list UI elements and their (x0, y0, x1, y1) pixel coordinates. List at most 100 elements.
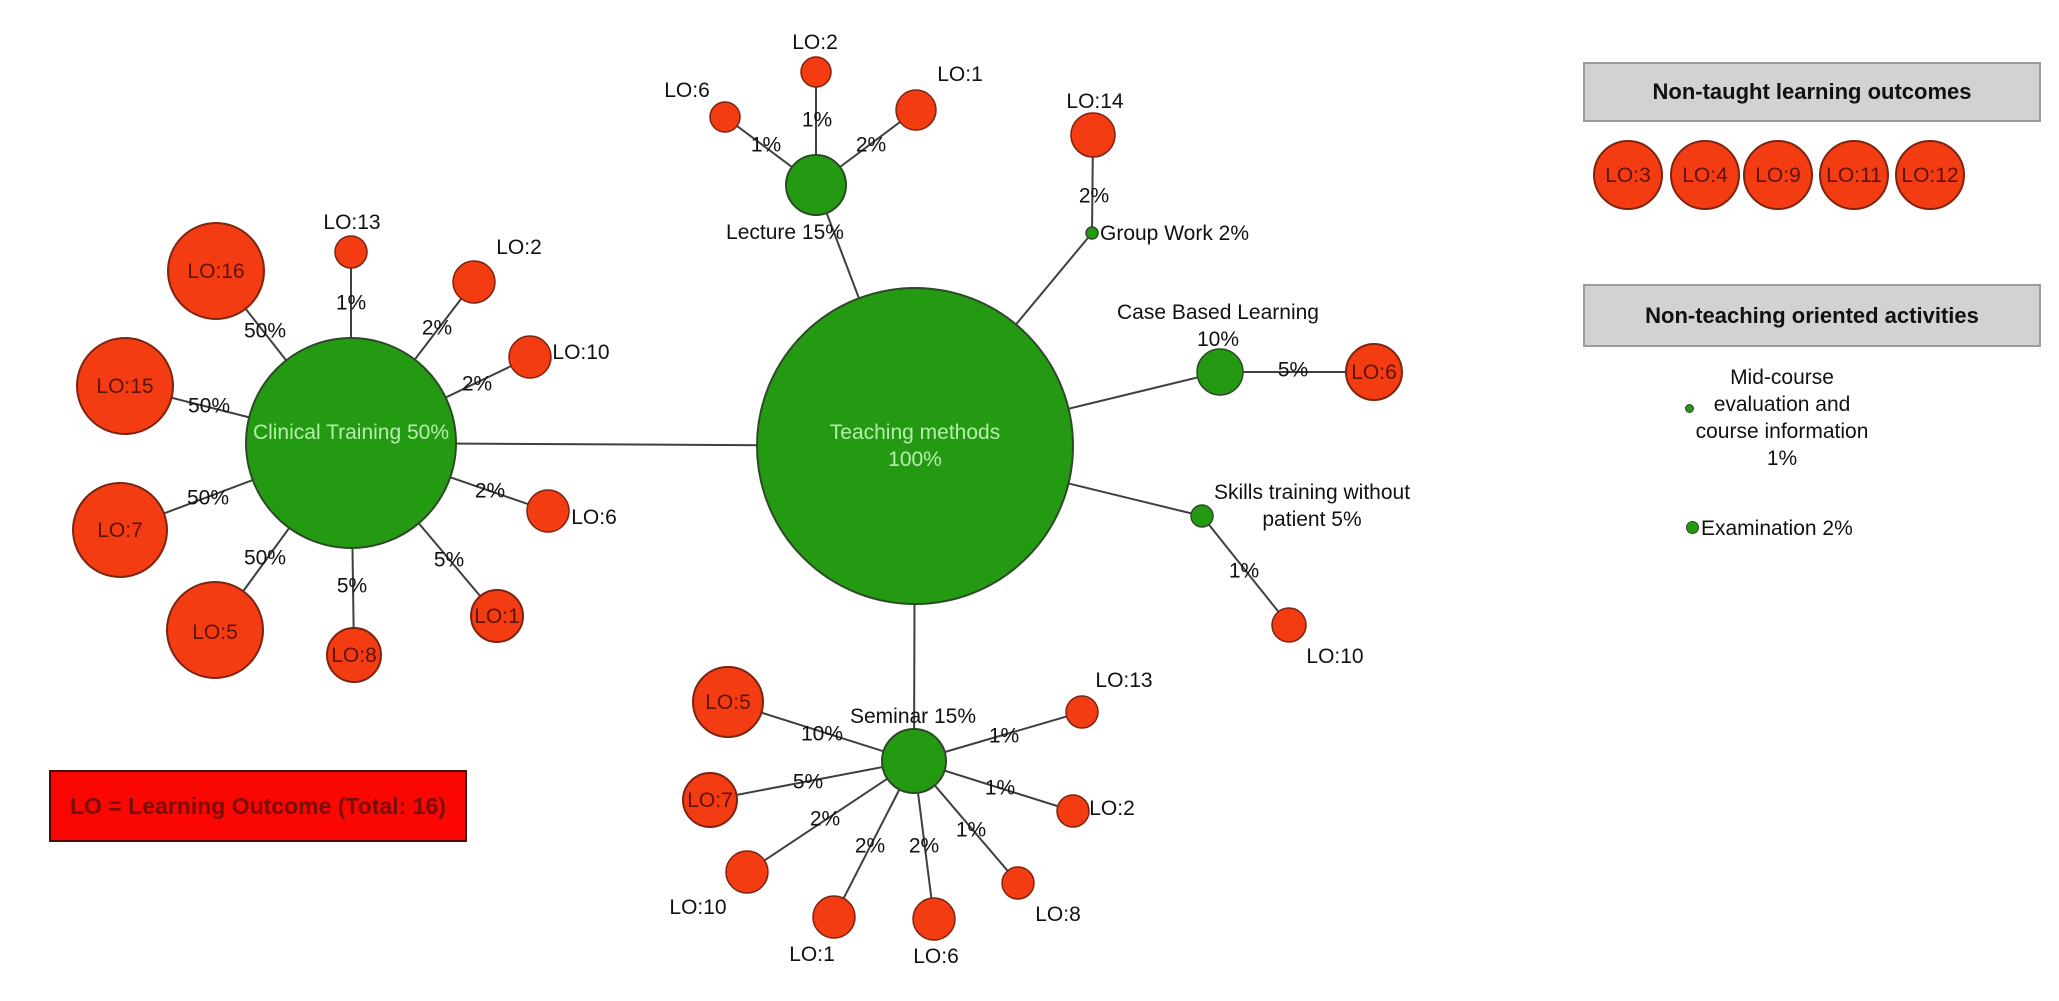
node-label-cbl-lo6: LO:6 (1351, 361, 1397, 384)
node-label-sem-lo6: LO:6 (913, 945, 959, 968)
node-ct-lo13 (334, 235, 368, 269)
edge-label-seminar-sem-lo6: 2% (909, 835, 939, 858)
node-label-legend-lo4: LO:4 (1682, 164, 1728, 187)
node-lec-lo6 (709, 101, 741, 133)
node-lec-lo1 (895, 89, 937, 131)
node-label-teaching-methods: Teaching methods 100% (830, 421, 1000, 471)
legend-non-teaching-title: Non-teaching oriented activities (1645, 302, 1979, 328)
learning-outcome-note-text: LO = Learning Outcome (Total: 16) (70, 792, 446, 819)
node-sem-lo2 (1056, 794, 1090, 828)
node-cbl-lo6 (1345, 343, 1403, 401)
node-clinical-training (245, 337, 457, 549)
edge-label-clinical-training-ct-lo13: 1% (336, 292, 366, 315)
node-teaching-methods (756, 287, 1074, 605)
node-label-skills-training: Skills training without patient 5% (1214, 481, 1410, 531)
node-label-gw-lo14: LO:14 (1066, 90, 1124, 113)
node-label-sem-lo5: LO:5 (705, 691, 751, 714)
node-label-sem-lo7: LO:7 (687, 789, 733, 812)
node-st-lo10 (1271, 607, 1307, 643)
node-label-lec-lo2: LO:2 (792, 31, 838, 54)
node-label-ct-lo7: LO:7 (97, 519, 143, 542)
node-label-clinical-training: Clinical Training 50% (253, 421, 449, 444)
node-sem-lo8 (1001, 866, 1035, 900)
node-label-group-work: Group Work 2% (1100, 222, 1249, 245)
midcourse-dot-marker (1685, 404, 1694, 413)
node-sem-lo6 (912, 897, 956, 941)
node-label-ct-lo1: LO:1 (474, 605, 520, 628)
legend-non-taught-title: Non-taught learning outcomes (1652, 79, 1972, 104)
node-case-based-learning (1196, 348, 1244, 396)
node-legend-lo9 (1743, 140, 1813, 210)
node-sem-lo5 (692, 666, 764, 738)
node-label-lec-lo1: LO:1 (937, 63, 983, 86)
node-sem-lo1 (812, 895, 856, 939)
node-ct-lo5 (166, 581, 264, 679)
edge-label-clinical-training-ct-lo15: 50% (188, 395, 230, 418)
node-label-legend-lo3: LO:3 (1605, 164, 1651, 187)
midcourse-legend-entry: Mid-course evaluation and course informa… (1695, 366, 1869, 470)
edge-label-lecture-lec-lo6: 1% (751, 134, 781, 157)
node-sem-lo13 (1065, 695, 1099, 729)
node-label-lec-lo6: LO:6 (664, 79, 710, 102)
node-group-work (1085, 226, 1099, 240)
node-label-ct-lo15: LO:15 (96, 375, 153, 398)
node-lecture (785, 154, 847, 216)
node-label-ct-lo6: LO:6 (571, 506, 617, 529)
node-label-legend-lo12: LO:12 (1901, 164, 1958, 187)
node-lec-lo2 (800, 56, 832, 88)
node-ct-lo8 (326, 627, 382, 683)
edge-label-seminar-sem-lo7: 5% (793, 771, 823, 794)
node-label-legend-lo9: LO:9 (1755, 164, 1801, 187)
edge-label-clinical-training-ct-lo10: 2% (462, 373, 492, 396)
edge-label-clinical-training-ct-lo2: 2% (422, 317, 452, 340)
edge-label-seminar-sem-lo10: 2% (810, 808, 840, 831)
edge-label-clinical-training-ct-lo7: 50% (187, 487, 229, 510)
node-label-sem-lo8: LO:8 (1035, 903, 1081, 926)
node-label-sem-lo1: LO:1 (789, 943, 835, 966)
node-label-ct-lo10: LO:10 (552, 341, 609, 364)
legend-non-teaching-header: Non-teaching oriented activities (1583, 284, 2041, 347)
examination-dot-marker (1686, 521, 1699, 534)
node-seminar (881, 728, 947, 794)
node-label-case-based-learning: Case Based Learning 10% (1117, 301, 1319, 351)
edge-label-skills-training-st-lo10: 1% (1229, 560, 1259, 583)
edge-label-seminar-sem-lo1: 2% (855, 835, 885, 858)
node-sem-lo7 (682, 772, 738, 828)
node-label-seminar: Seminar 15% (850, 705, 976, 728)
edge-label-case-based-learning-cbl-lo6: 5% (1278, 359, 1308, 382)
learning-outcome-note-box: LO = Learning Outcome (Total: 16) (49, 770, 467, 842)
edge-label-group-work-gw-lo14: 2% (1079, 185, 1109, 208)
labels-layer: 50% 1% 2% 2% 50% 50% 50% 5% 5% 2% 1% 1% 2% 2% 5% 1% 10% 5… (96, 31, 1958, 968)
node-legend-lo3 (1593, 140, 1663, 210)
node-ct-lo2 (452, 260, 496, 304)
edge-label-seminar-sem-lo13: 1% (989, 725, 1019, 748)
node-ct-lo15 (76, 337, 174, 435)
node-ct-lo6 (526, 489, 570, 533)
edge-label-seminar-sem-lo5: 10% (801, 723, 843, 746)
node-label-st-lo10: LO:10 (1306, 645, 1363, 668)
edge-skills-training-st-lo10 (1201, 515, 1290, 626)
node-label-legend-lo11: LO:11 (1826, 164, 1882, 187)
edge-seminar-sem-lo10 (746, 760, 915, 873)
node-gw-lo14 (1070, 112, 1116, 158)
node-label-ct-lo8: LO:8 (331, 644, 377, 667)
nodes-layer (72, 56, 1965, 941)
node-ct-lo16 (167, 222, 265, 320)
node-legend-lo4 (1670, 140, 1740, 210)
examination-legend-entry: Examination 2% (1701, 517, 1853, 540)
node-sem-lo10 (725, 850, 769, 894)
node-legend-lo12 (1895, 140, 1965, 210)
edge-label-clinical-training-ct-lo8: 5% (337, 575, 367, 598)
node-ct-lo1 (470, 589, 524, 643)
edge-label-clinical-training-ct-lo1: 5% (434, 549, 464, 572)
edge-label-clinical-training-ct-lo5: 50% (244, 547, 286, 570)
node-ct-lo7 (72, 482, 168, 578)
node-label-sem-lo10: LO:10 (669, 896, 726, 919)
edge-label-seminar-sem-lo8: 1% (956, 819, 986, 842)
edge-seminar-sem-lo7 (709, 760, 915, 801)
node-legend-lo11 (1819, 140, 1889, 210)
node-label-ct-lo13: LO:13 (323, 211, 380, 234)
edge-label-lecture-lec-lo1: 2% (856, 134, 886, 157)
